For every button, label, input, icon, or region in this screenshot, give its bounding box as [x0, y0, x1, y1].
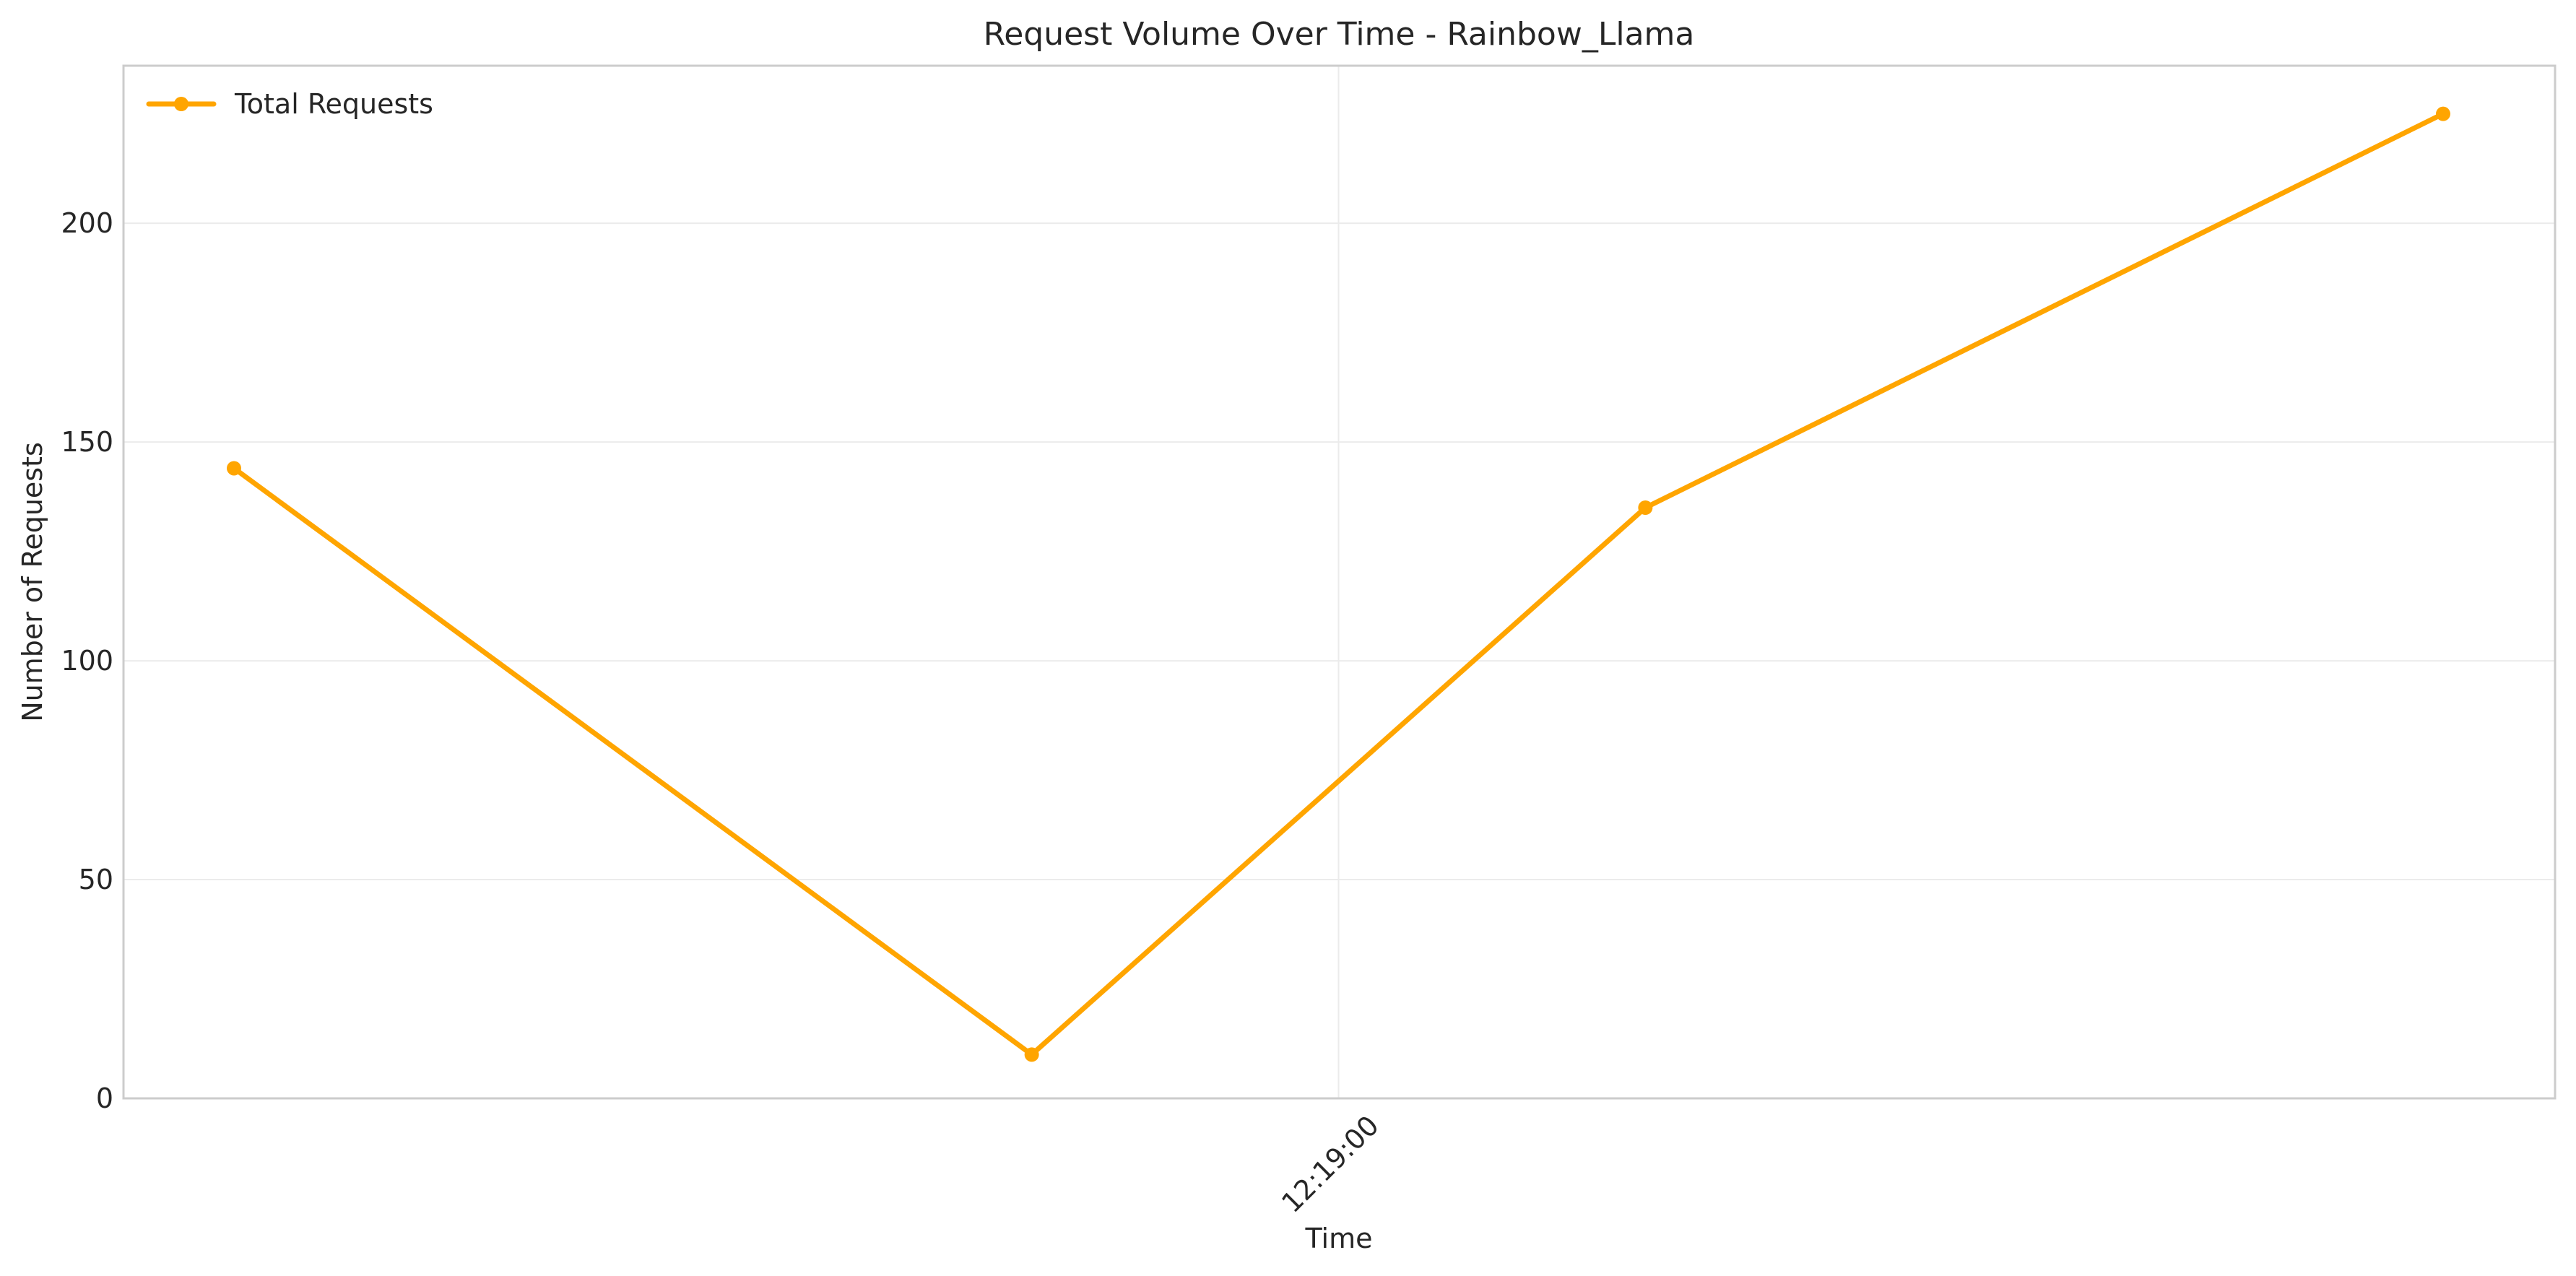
chart-title: Request Volume Over Time - Rainbow_Llama [984, 16, 1695, 53]
legend: Total Requests [146, 88, 433, 120]
y-axis-label: Number of Requests [17, 442, 48, 722]
data-point [2436, 106, 2450, 121]
y-tick-label: 0 [96, 1082, 113, 1114]
plot-area-frame [122, 64, 2557, 1100]
legend-point-marker [174, 97, 188, 111]
data-point [1024, 1047, 1039, 1062]
y-tick-label: 50 [79, 864, 113, 895]
y-tick-label: 150 [61, 426, 113, 458]
y-axis-ticks: 0 50 100 150 200 [61, 207, 113, 1114]
data-point [1638, 500, 1653, 515]
series-line-total-requests [231, 111, 2446, 1057]
series-layer [227, 106, 2450, 1062]
data-point [227, 461, 241, 476]
y-tick-label: 100 [61, 645, 113, 677]
legend-label: Total Requests [234, 88, 433, 120]
y-tick-label: 200 [61, 207, 113, 239]
x-axis-label: Time [1305, 1223, 1373, 1254]
